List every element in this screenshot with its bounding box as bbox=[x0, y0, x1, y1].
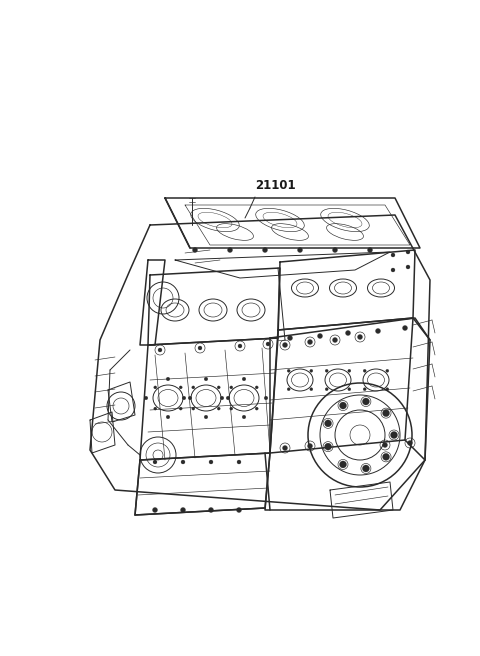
Circle shape bbox=[391, 253, 395, 257]
Circle shape bbox=[283, 445, 288, 451]
Circle shape bbox=[238, 344, 242, 348]
Circle shape bbox=[179, 407, 182, 410]
Circle shape bbox=[375, 329, 381, 333]
Circle shape bbox=[242, 415, 246, 419]
Circle shape bbox=[406, 265, 410, 269]
Circle shape bbox=[287, 388, 290, 391]
Text: 21101: 21101 bbox=[255, 179, 296, 192]
Circle shape bbox=[166, 415, 170, 419]
Circle shape bbox=[288, 335, 292, 340]
Circle shape bbox=[317, 333, 323, 338]
Circle shape bbox=[383, 443, 387, 447]
Circle shape bbox=[182, 396, 186, 400]
Circle shape bbox=[363, 388, 366, 391]
Circle shape bbox=[346, 331, 350, 335]
Circle shape bbox=[158, 348, 162, 352]
Circle shape bbox=[308, 340, 312, 344]
Circle shape bbox=[383, 409, 390, 417]
Circle shape bbox=[333, 247, 337, 253]
Circle shape bbox=[386, 388, 389, 391]
Circle shape bbox=[325, 369, 328, 373]
Circle shape bbox=[188, 396, 192, 400]
Circle shape bbox=[348, 388, 351, 391]
Circle shape bbox=[237, 508, 241, 512]
Circle shape bbox=[255, 407, 258, 410]
Circle shape bbox=[339, 461, 347, 468]
Circle shape bbox=[325, 388, 328, 391]
Circle shape bbox=[166, 377, 170, 380]
Circle shape bbox=[287, 369, 290, 373]
Circle shape bbox=[204, 415, 208, 419]
Circle shape bbox=[208, 508, 214, 512]
Circle shape bbox=[209, 460, 213, 464]
Circle shape bbox=[266, 342, 270, 346]
Circle shape bbox=[283, 342, 288, 348]
Circle shape bbox=[310, 388, 313, 391]
Circle shape bbox=[198, 346, 202, 350]
Circle shape bbox=[153, 460, 157, 464]
Circle shape bbox=[308, 443, 312, 449]
Circle shape bbox=[154, 386, 157, 389]
Circle shape bbox=[154, 407, 157, 410]
Circle shape bbox=[403, 325, 408, 331]
Circle shape bbox=[181, 460, 185, 464]
Circle shape bbox=[310, 369, 313, 373]
Circle shape bbox=[179, 386, 182, 389]
Circle shape bbox=[383, 453, 390, 461]
Circle shape bbox=[368, 247, 372, 253]
Circle shape bbox=[180, 508, 185, 512]
Circle shape bbox=[217, 386, 220, 389]
Circle shape bbox=[324, 420, 332, 427]
Circle shape bbox=[220, 396, 224, 400]
Circle shape bbox=[264, 396, 268, 400]
Circle shape bbox=[144, 396, 148, 400]
Circle shape bbox=[362, 465, 370, 472]
Circle shape bbox=[230, 407, 233, 410]
Circle shape bbox=[204, 377, 208, 380]
Circle shape bbox=[391, 432, 397, 438]
Circle shape bbox=[298, 247, 302, 253]
Circle shape bbox=[339, 402, 347, 409]
Circle shape bbox=[391, 268, 395, 272]
Circle shape bbox=[263, 247, 267, 253]
Circle shape bbox=[217, 407, 220, 410]
Circle shape bbox=[358, 335, 362, 340]
Circle shape bbox=[237, 460, 241, 464]
Circle shape bbox=[324, 443, 332, 450]
Circle shape bbox=[363, 369, 366, 373]
Circle shape bbox=[408, 440, 412, 445]
Circle shape bbox=[230, 386, 233, 389]
Circle shape bbox=[153, 508, 157, 512]
Circle shape bbox=[255, 386, 258, 389]
Circle shape bbox=[386, 369, 389, 373]
Circle shape bbox=[333, 337, 337, 342]
Circle shape bbox=[226, 396, 230, 400]
Circle shape bbox=[348, 369, 351, 373]
Circle shape bbox=[192, 247, 197, 253]
Circle shape bbox=[362, 398, 370, 405]
Circle shape bbox=[192, 386, 195, 389]
Circle shape bbox=[406, 250, 410, 254]
Circle shape bbox=[192, 407, 195, 410]
Circle shape bbox=[228, 247, 232, 253]
Circle shape bbox=[242, 377, 246, 380]
